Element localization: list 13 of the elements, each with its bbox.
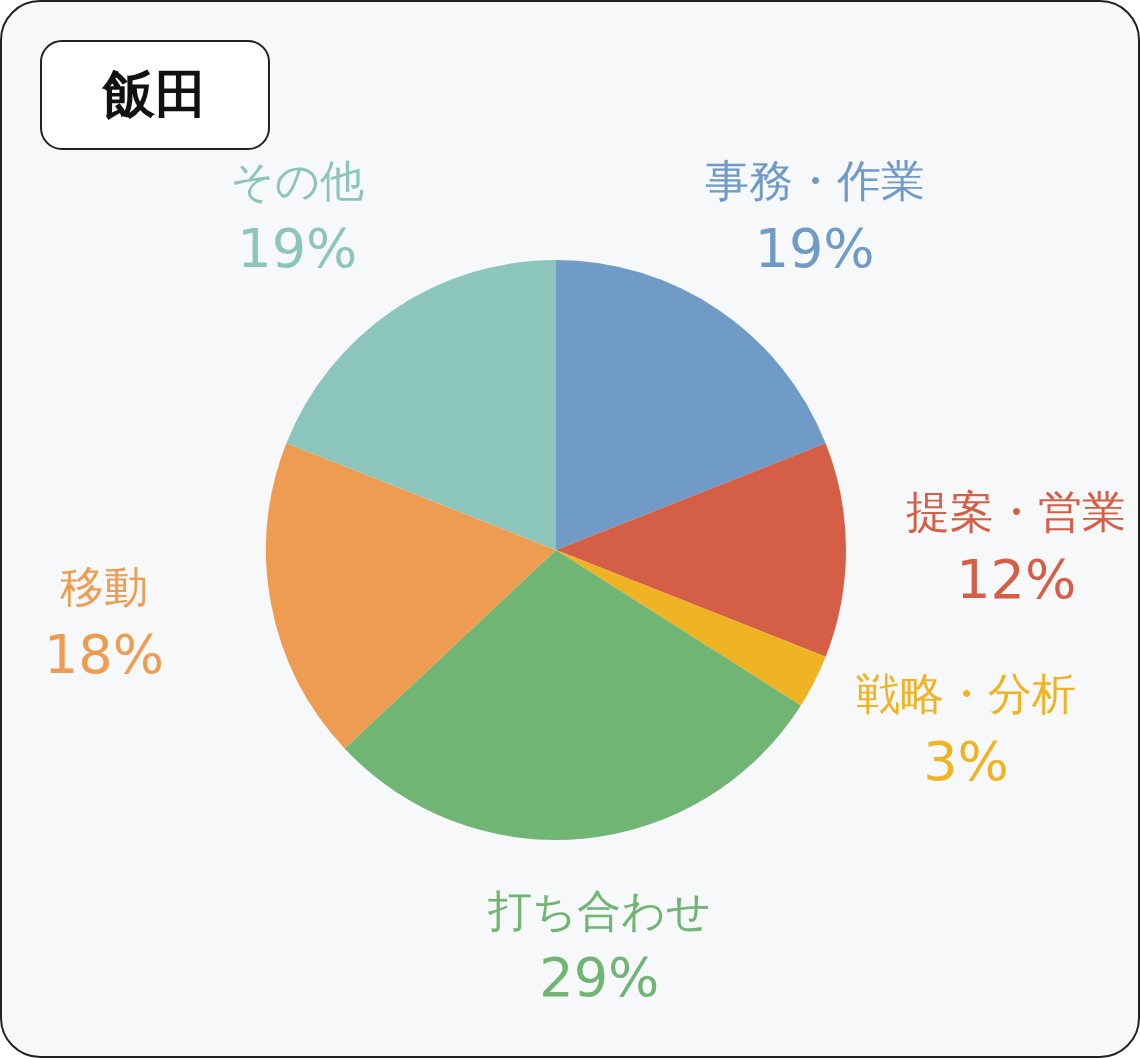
data-label: 19% [754, 217, 875, 281]
data-label: 29% [539, 946, 660, 1010]
slice-label: 打ち合わせ [486, 884, 711, 936]
slice-label: 移動 [59, 561, 148, 613]
slice-label: その他 [230, 155, 365, 207]
data-label: 3% [923, 729, 1009, 793]
slice-label: 戦略・分析 [856, 668, 1077, 720]
data-label: 12% [956, 548, 1077, 612]
chart-title: 飯田 [40, 40, 270, 150]
data-label: 18% [43, 623, 164, 687]
slice-label: 提案・営業 [906, 486, 1127, 538]
slice-label: 事務・作業 [704, 155, 925, 207]
data-label: 19% [237, 217, 358, 281]
